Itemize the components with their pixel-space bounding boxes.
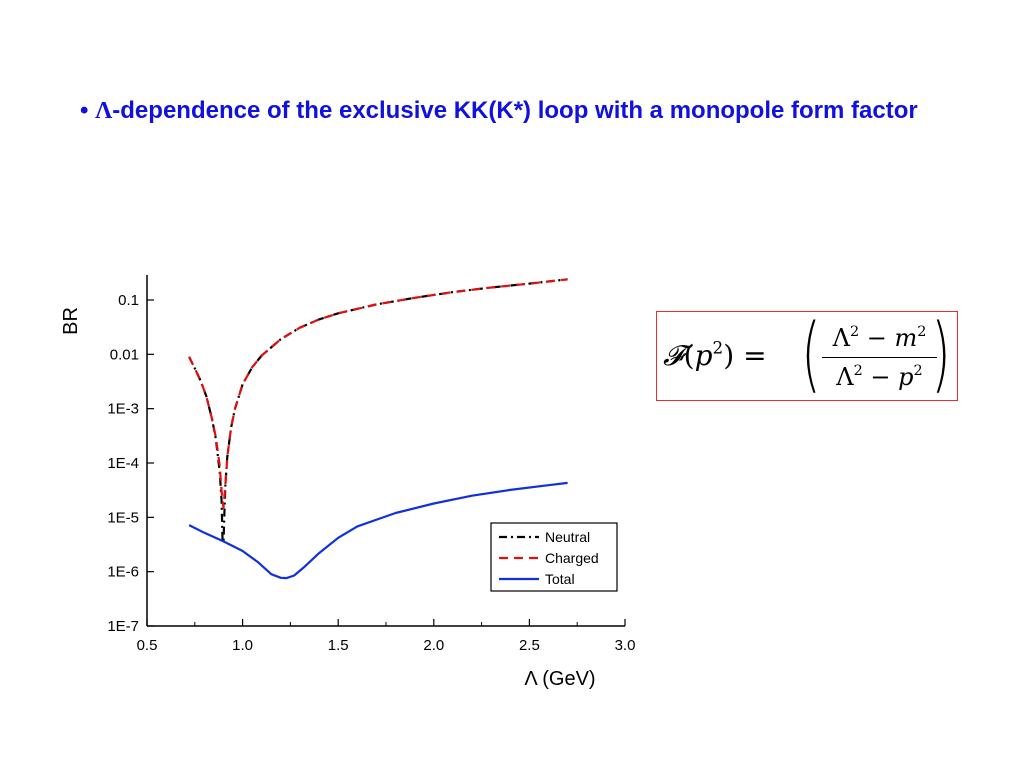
y-tick-label: 1E-7 [107,618,139,635]
x-tick-label: 1.0 [232,637,253,654]
script-f-symbol: 𝓕 [663,339,684,372]
formula-p: p [694,339,713,372]
formula-equals: = [743,339,767,372]
x-tick-label: 0.5 [137,637,158,654]
x-axis-label: Λ (GeV) [524,668,595,690]
y-tick-label: 0.1 [118,292,139,309]
formula-numerator: Λ2 − m2 [822,322,937,354]
series-line-neutral [188,278,568,544]
y-axis-label: BR [60,307,82,335]
y-tick-label: 0.01 [110,346,139,363]
heading-text: -dependence of the exclusive KK(K*) loop… [112,97,918,124]
chart-legend: Neutral Charged Total [490,522,618,592]
form-factor-formula: 𝓕(p2) = ( Λ2 − m2 Λ2 − p2 ) [656,311,958,401]
num-m-exp: 2 [917,323,927,340]
formula-left-paren: ( [801,307,821,402]
fraction-bar [822,357,937,358]
y-tick-label: 1E-6 [107,564,139,581]
num-lambda-exp: 2 [849,323,860,340]
bullet: • [80,97,89,124]
den-p: p [898,363,914,391]
y-tick-label: 1E-5 [107,509,139,526]
y-tick-label: 1E-3 [107,401,139,418]
x-tick-label: 1.5 [328,637,349,654]
formula-fraction: Λ2 − m2 Λ2 − p2 [822,322,937,393]
series-line-charged [188,278,568,509]
formula-right-paren: ) [931,307,951,402]
num-lambda: Λ [832,324,850,352]
den-lambda-exp: 2 [853,362,863,379]
formula-denominator: Λ2 − p2 [822,361,937,393]
formula-lhs: 𝓕(p2) = [663,337,767,372]
series-line-total [188,481,568,580]
y-tick-label: 1E-4 [107,455,139,472]
x-tick-label: 3.0 [615,637,636,654]
num-m: m [894,324,918,352]
legend-label-charged: Charged [545,550,599,566]
legend-label-total: Total [545,571,575,587]
x-tick-label: 2.5 [519,637,540,654]
lambda-symbol: Λ [95,98,113,124]
legend-label-neutral: Neutral [545,529,590,545]
den-minus: − [870,363,891,391]
formula-p-exponent: 2 [712,337,724,358]
den-lambda: Λ [836,363,854,391]
num-minus: − [866,324,887,352]
slide-heading: • Λ-dependence of the exclusive KK(K*) l… [80,94,960,128]
chart-axes: 0.5 1.0 1.5 2.0 2.5 3.0 1E-7 1E-6 1E-5 1E-4 1E-3 0.… [107,275,635,654]
x-tick-label: 2.0 [423,637,444,654]
chart-series [188,278,568,580]
den-p-exp: 2 [913,362,923,379]
